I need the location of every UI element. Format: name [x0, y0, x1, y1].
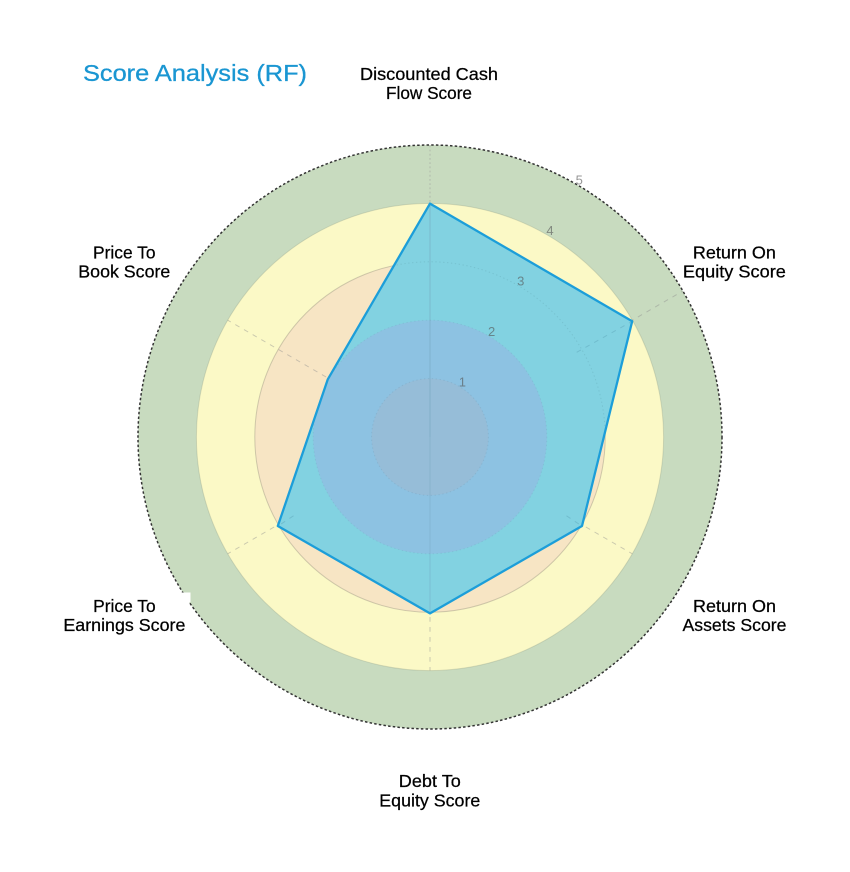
svg-text:Return On: Return On [693, 242, 776, 262]
svg-text:Earnings Score: Earnings Score [63, 615, 185, 635]
svg-text:Price To: Price To [93, 596, 156, 616]
svg-text:Book Score: Book Score [78, 262, 170, 282]
svg-text:3: 3 [517, 274, 524, 289]
svg-text:Price To: Price To [93, 242, 156, 262]
svg-text:1: 1 [459, 375, 466, 390]
svg-text:5: 5 [576, 172, 583, 187]
svg-text:Equity Score: Equity Score [379, 791, 480, 811]
svg-text:Debt To: Debt To [399, 771, 461, 791]
svg-text:Flow Score: Flow Score [386, 83, 472, 103]
svg-text:Assets Score: Assets Score [683, 615, 787, 635]
svg-text:2: 2 [488, 324, 495, 339]
svg-text:Discounted Cash: Discounted Cash [360, 64, 498, 84]
svg-text:4: 4 [546, 223, 553, 238]
svg-text:Return On: Return On [693, 596, 776, 616]
svg-text:Equity Score: Equity Score [683, 262, 786, 282]
svg-text:Score Analysis (RF): Score Analysis (RF) [83, 60, 307, 86]
